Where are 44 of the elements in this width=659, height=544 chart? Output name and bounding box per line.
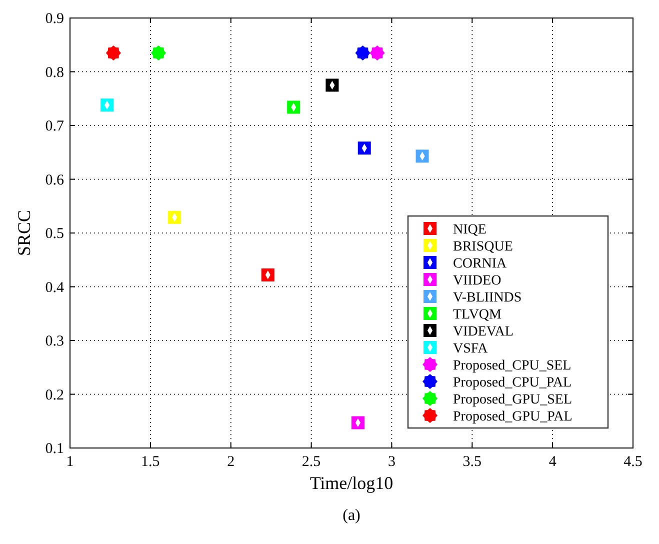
legend-label: NIQE (453, 222, 486, 238)
text: (a) (342, 507, 360, 524)
x-tick-label: 3.5 (462, 454, 482, 470)
point (287, 100, 300, 114)
legend-label: TLVQM (453, 308, 502, 322)
y-tick-label: 0.2 (45, 387, 64, 404)
point (261, 268, 274, 282)
point (358, 142, 371, 155)
x-tick-label: 2.5 (302, 454, 321, 470)
x-tick-label: 4.5 (624, 454, 642, 470)
point (150, 45, 166, 60)
point (416, 150, 429, 163)
legend-label: Proposed_GPU_PAL (453, 410, 572, 424)
y-tick-label: 0.5 (45, 226, 64, 242)
legend-label: CORNIA (453, 256, 508, 272)
y-tick-label: 0.1 (45, 441, 64, 457)
y-tick-label: 0.6 (45, 172, 64, 188)
legend-label: Proposed_CPU_SEL (453, 358, 572, 374)
legend-label: Proposed_CPU_PAL (453, 376, 572, 390)
x-tick-label: 1.5 (141, 454, 160, 470)
point (355, 45, 370, 60)
y-tick-label: 0.7 (45, 118, 64, 134)
point (326, 78, 339, 92)
x-axis-title: Time/log10 (310, 473, 394, 493)
point (106, 45, 121, 60)
point (100, 98, 114, 112)
y-tick-label: 0.8 (45, 64, 64, 81)
y-axis-title: SRCC (14, 210, 34, 256)
x-tick-label: 4 (548, 454, 557, 470)
legend-label: VIIDEO (453, 274, 502, 288)
point (370, 45, 385, 60)
y-tick-label: 0.3 (45, 334, 64, 350)
legend-label: Proposed_GPU_SEL (453, 392, 572, 408)
x-tick-label: 2 (227, 454, 235, 470)
y-tick-label: 0.9 (45, 11, 64, 27)
x-tick-label: 3 (388, 454, 396, 470)
x-tick-label: 1 (66, 454, 74, 470)
point (351, 416, 364, 430)
y-tick-label: 0.4 (45, 280, 64, 296)
point (168, 210, 182, 224)
legend-label: VIDEVAL (453, 324, 514, 340)
legend-label: VSFA (453, 342, 489, 356)
legend-label: V-BLIINDS (453, 290, 522, 306)
legend-label: BRISQUE (453, 240, 513, 254)
